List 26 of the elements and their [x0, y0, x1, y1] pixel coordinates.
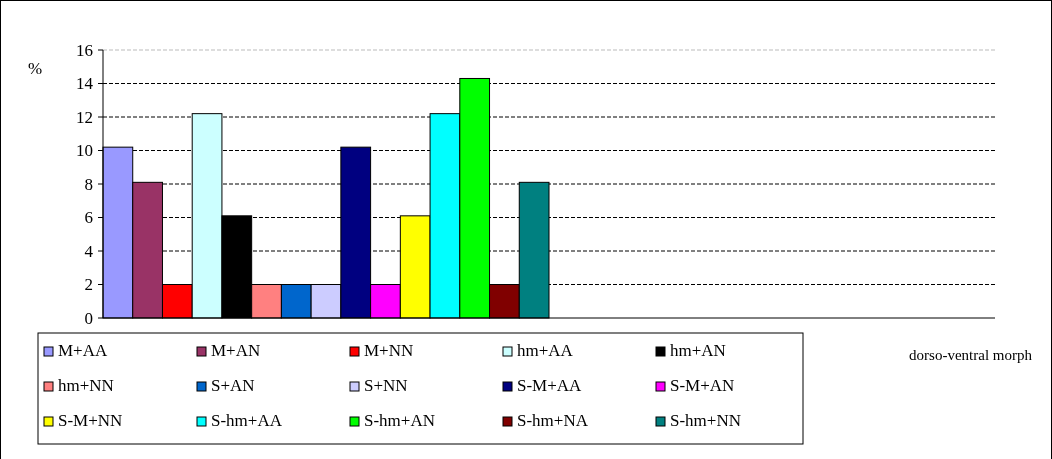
y-tick-label: 2	[84, 275, 93, 295]
legend-label: S-hm+AN	[364, 411, 435, 430]
legend-label: M+AA	[58, 341, 108, 360]
legend-label: M+NN	[364, 341, 414, 360]
legend-label: S-hm+NA	[517, 411, 589, 430]
legend-label: S+NN	[364, 376, 408, 395]
legend-label: S-M+AN	[670, 376, 735, 395]
legend-label: S-M+NN	[58, 411, 123, 430]
legend-label: S-hm+AA	[211, 411, 283, 430]
legend-label: hm+AN	[670, 341, 726, 360]
y-tick-label: 8	[84, 174, 93, 194]
y-tick-label: 6	[84, 208, 93, 228]
legend-label: S-M+AA	[517, 376, 583, 395]
x-axis-title: dorso-ventral morph	[909, 347, 1033, 363]
legend-label: S-hm+NN	[670, 411, 741, 430]
y-tick-label: 0	[84, 308, 93, 328]
y-tick-label: 12	[76, 107, 93, 127]
y-tick-label: 10	[76, 141, 93, 161]
y-tick-label: 4	[84, 241, 94, 261]
y-tick-label: 16	[76, 40, 93, 60]
legend-label: M+AN	[211, 341, 261, 360]
legend-label: hm+NN	[58, 376, 114, 395]
y-tick-label: 14	[76, 74, 94, 94]
y-axis-title: %	[27, 59, 43, 78]
legend-label: hm+AA	[517, 341, 574, 360]
legend-label: S+AN	[211, 376, 255, 395]
